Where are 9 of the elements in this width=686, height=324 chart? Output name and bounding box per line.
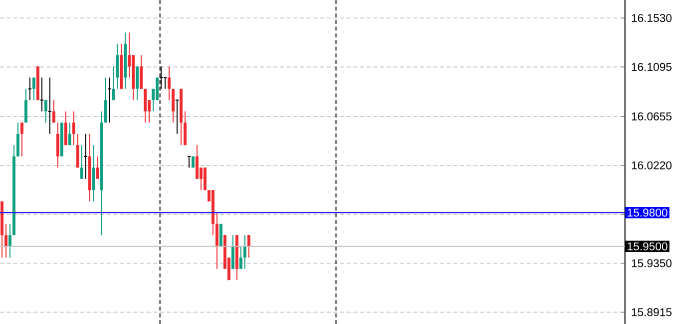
ref-line-label: 15.9800: [628, 208, 668, 217]
y-tick-label: 15.8915: [632, 308, 672, 316]
y-tick-label: 16.0220: [632, 161, 672, 170]
y-tick-label: 16.1095: [632, 62, 672, 71]
y-tick-label: 15.9350: [632, 259, 672, 268]
y-tick-label: 16.1530: [632, 14, 672, 22]
candlestick: [163, 77, 168, 90]
y-tick-label: 16.0655: [632, 112, 672, 120]
ref-line-label: 15.9500: [628, 242, 668, 250]
